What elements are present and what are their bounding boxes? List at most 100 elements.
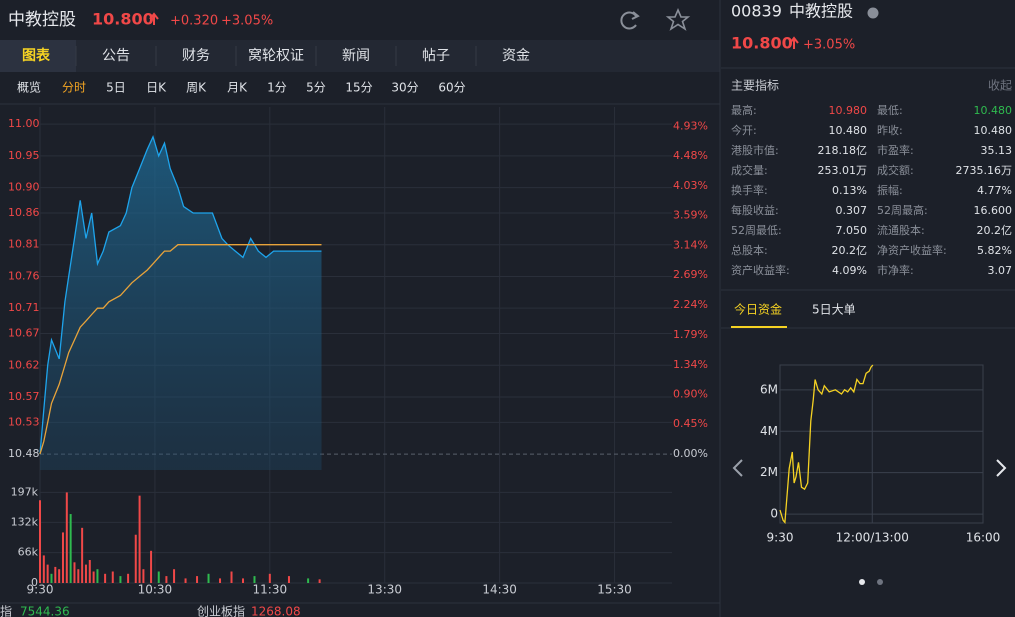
line: [779, 364, 874, 525]
x-tick-label: 11:30: [253, 583, 288, 597]
metric-value: 4.77%: [977, 184, 1012, 197]
side-change-pct: +3.05%: [803, 38, 855, 53]
metric-label: 今开:: [731, 123, 757, 137]
metric-value: 253.01万: [818, 164, 868, 177]
index-value: 7544.36: [20, 605, 70, 617]
period-tab[interactable]: 30分: [391, 81, 418, 95]
period-tab[interactable]: 5分: [306, 81, 326, 95]
metric-value: 20.2亿: [832, 244, 868, 257]
metric-label: 成交量:: [731, 163, 768, 177]
metric-label: 市盈率:: [877, 143, 914, 157]
x-tick-label: 13:30: [367, 583, 402, 597]
x-tick-label: 9:30: [27, 583, 54, 597]
line: [39, 244, 322, 455]
star-icon[interactable]: [665, 7, 691, 31]
volume-bar: [134, 534, 137, 583]
metric-value: 4.09%: [832, 264, 867, 277]
tab[interactable]: 帖子: [422, 48, 450, 64]
metric-label: 最高:: [731, 103, 757, 117]
active-tab-bg: [0, 40, 76, 72]
volume-bar: [127, 573, 130, 583]
metric-value: 10.480: [829, 124, 868, 137]
tab[interactable]: 图表: [22, 47, 51, 64]
tab[interactable]: 新闻: [342, 48, 370, 64]
prev-arrow[interactable]: [732, 459, 743, 477]
collapse-toggle[interactable]: 收起: [988, 79, 1012, 93]
period-tab[interactable]: 日K: [146, 81, 167, 95]
volume-bar: [69, 514, 72, 583]
y-tick-label: 10.95: [8, 149, 40, 162]
y-tick-label: 197k: [11, 485, 39, 498]
y-tick-label: 10.67: [8, 327, 40, 340]
y2-tick-label: 4.03%: [673, 179, 708, 192]
y-tick-label: 132k: [11, 515, 39, 528]
tab[interactable]: 财务: [182, 48, 210, 64]
side-code: 00839: [731, 2, 782, 21]
y-tick-label: 2M: [760, 465, 778, 479]
metric-label: 换手率:: [731, 183, 768, 197]
volume-bar: [73, 562, 76, 583]
tab[interactable]: 公告: [102, 48, 130, 64]
volume-bar: [58, 569, 61, 583]
volume-bar: [230, 571, 233, 583]
volume-bar: [119, 576, 122, 583]
period-tab[interactable]: 周K: [186, 81, 207, 95]
volume-bar: [88, 560, 91, 583]
metric-label: 昨收:: [877, 123, 903, 137]
fund-tab[interactable]: 今日资金: [734, 302, 782, 317]
y2-tick-label: 3.14%: [673, 238, 708, 251]
period-tab[interactable]: 60分: [438, 81, 465, 95]
metric-label: 52周最高:: [877, 203, 928, 217]
page-dot[interactable]: [859, 579, 865, 585]
metric-value: 16.600: [974, 204, 1013, 217]
metric-label: 52周最低:: [731, 224, 782, 237]
metric-value: 20.2亿: [977, 224, 1013, 237]
metrics-title: 主要指标: [731, 78, 779, 93]
y2-tick-label: 4.93%: [673, 119, 708, 132]
volume-bar: [207, 573, 210, 583]
change: +0.320: [170, 14, 218, 29]
y2-tick-label: 2.24%: [673, 298, 708, 311]
refresh-icon[interactable]: [620, 11, 640, 30]
period-tab[interactable]: 5日: [106, 81, 126, 95]
tab[interactable]: 窝轮权证: [248, 47, 304, 64]
page-dot[interactable]: [877, 579, 883, 585]
next-arrow[interactable]: [996, 459, 1007, 477]
y2-tick-label: 1.79%: [673, 328, 708, 341]
volume-bar: [61, 532, 64, 583]
metric-value: 10.480: [974, 104, 1013, 117]
metric-label: 最低:: [877, 104, 903, 117]
help-icon[interactable]: [867, 7, 879, 19]
volume-bar: [42, 555, 45, 583]
y2-tick-label: 3.59%: [673, 208, 708, 221]
index-name: 指: [0, 604, 12, 617]
volume-bar: [219, 578, 222, 583]
metric-value: 0.13%: [832, 184, 867, 197]
x-tick-label: 16:00: [966, 531, 1001, 545]
period-tab[interactable]: 月K: [227, 81, 248, 95]
metric-value: 0.307: [836, 204, 868, 217]
volume-bar: [242, 578, 245, 583]
volume-bar: [84, 564, 87, 583]
y2-tick-label: 0.90%: [673, 387, 708, 400]
metric-label: 每股收益:: [731, 203, 779, 217]
period-tab[interactable]: 15分: [345, 81, 372, 95]
period-tab[interactable]: 1分: [267, 81, 287, 95]
volume-bar: [138, 495, 141, 583]
y-tick-label: 10.81: [8, 238, 40, 251]
period-tab[interactable]: 分时: [62, 81, 86, 95]
metric-value: 5.82%: [977, 244, 1012, 257]
y2-tick-label: 1.34%: [673, 358, 708, 371]
period-tab[interactable]: 概览: [17, 80, 41, 95]
metric-value: 10.980: [829, 104, 868, 117]
fund-tab[interactable]: 5日大单: [812, 303, 856, 317]
volume-bar: [142, 569, 145, 583]
volume-bar: [46, 564, 49, 583]
volume-bar: [268, 573, 271, 583]
y-tick-label: 10.86: [8, 206, 40, 219]
y-tick-label: 10.62: [8, 358, 40, 371]
y-tick-label: 6M: [760, 382, 778, 396]
tab[interactable]: 资金: [502, 48, 530, 64]
up-arrow: [789, 36, 799, 49]
volume-bar: [173, 569, 176, 583]
